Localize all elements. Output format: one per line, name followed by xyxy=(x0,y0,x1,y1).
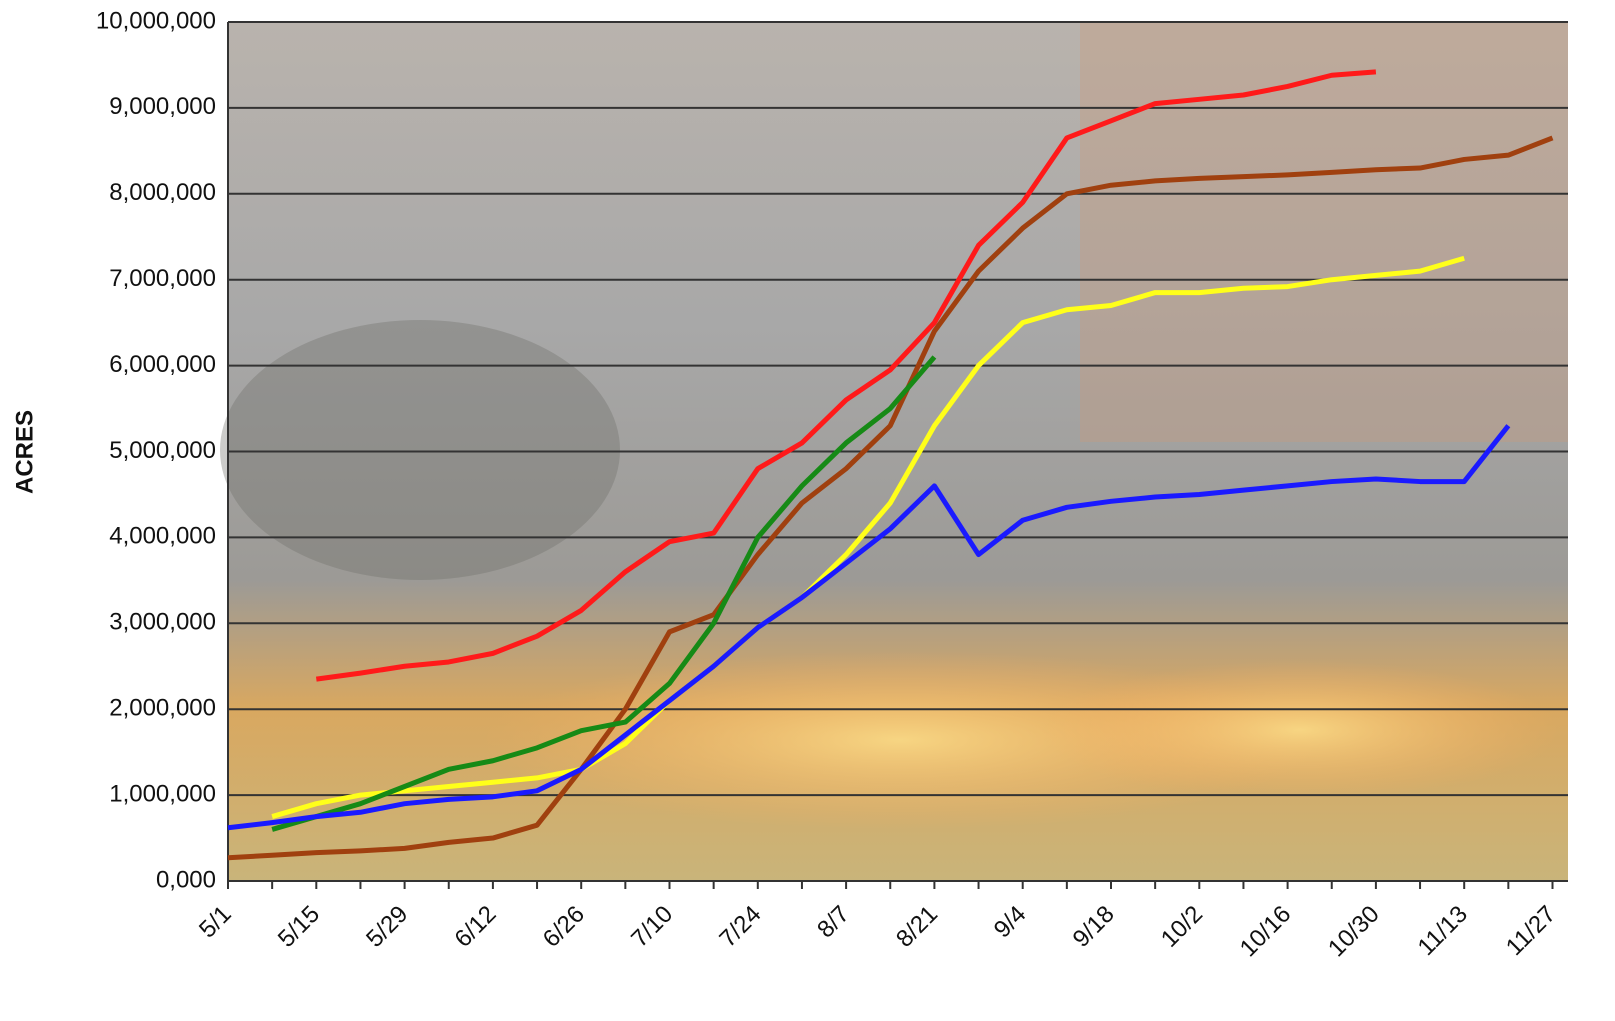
series-line xyxy=(271,255,1465,819)
background-smoke xyxy=(220,320,620,580)
y-tick-label: 3,000,000 xyxy=(109,609,216,636)
x-tick-label: 6/26 xyxy=(538,901,590,953)
series-line xyxy=(227,424,1511,831)
x-tick-label: 5/1 xyxy=(194,901,237,944)
background-fire xyxy=(1040,660,1560,800)
y-tick-label: 2,000,000 xyxy=(109,695,216,722)
x-tick-label: 6/12 xyxy=(450,901,502,953)
series-line xyxy=(271,355,937,832)
x-tick-label: 5/15 xyxy=(273,901,325,953)
y-tick-label: 8,000,000 xyxy=(109,179,216,206)
y-tick-label: 5,000,000 xyxy=(109,437,216,464)
y-axis-title: ACRES xyxy=(11,410,38,494)
x-tick-label: 5/29 xyxy=(361,901,413,953)
x-tick-label: 10/30 xyxy=(1323,901,1385,963)
x-tick-label: 7/24 xyxy=(714,901,766,953)
y-tick-label: 10,000,000 xyxy=(96,7,216,34)
y-tick-label: 7,000,000 xyxy=(109,265,216,292)
x-tick-label: 10/16 xyxy=(1235,901,1297,963)
background-cliff xyxy=(1080,22,1568,442)
y-tick-label: 6,000,000 xyxy=(109,351,216,378)
series-line xyxy=(315,69,1377,682)
x-tick-label: 11/27 xyxy=(1501,901,1561,961)
x-tick-label: 7/10 xyxy=(626,901,678,953)
x-tick-label: 10/2 xyxy=(1156,901,1208,953)
x-tick-label: 9/18 xyxy=(1068,901,1120,953)
y-tick-label: 1,000,000 xyxy=(109,780,216,807)
y-tick-label: 4,000,000 xyxy=(109,523,216,550)
x-tick-label: 9/4 xyxy=(989,901,1032,944)
y-tick-label: 0,000 xyxy=(156,866,216,893)
y-tick-label: 9,000,000 xyxy=(109,93,216,120)
x-tick-label: 11/13 xyxy=(1413,901,1473,961)
series-line xyxy=(227,135,1554,861)
x-tick-label: 8/7 xyxy=(812,901,855,944)
x-tick-label: 8/21 xyxy=(891,901,943,953)
